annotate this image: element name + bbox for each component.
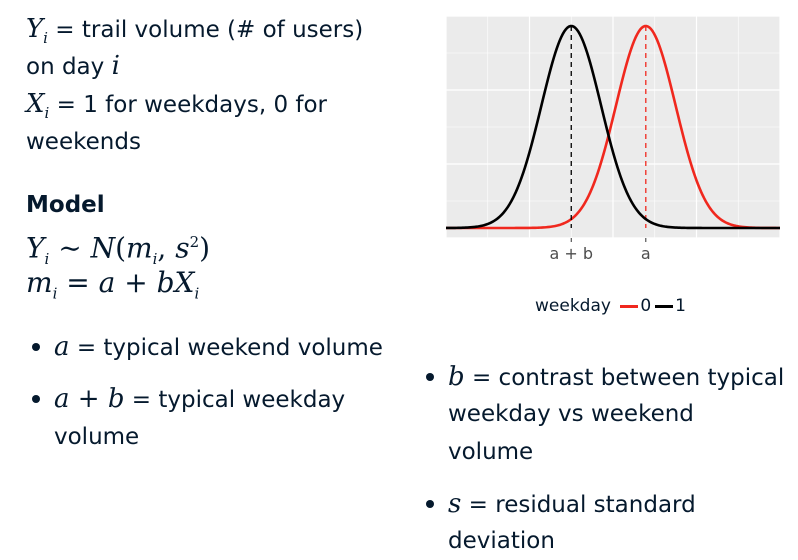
x-tick-label: a — [641, 244, 651, 263]
bullet-a-plus-b-line2: volume — [54, 424, 140, 450]
symbol-a-plus-b: a + b — [54, 384, 125, 414]
bullet-b-line3: volume — [448, 439, 534, 465]
bullet-s-line2: deviation — [448, 528, 555, 554]
model-heading: Model — [26, 192, 105, 218]
symbol-b: b — [448, 362, 465, 392]
chart-legend: weekday 0 1 — [535, 296, 686, 316]
x-definition-text: = 1 for weekdays, 0 for — [49, 92, 328, 118]
bullet-marker — [426, 373, 434, 381]
legend-title: weekday — [535, 296, 611, 316]
y-definition: Yi = trail volume (# of users) — [26, 10, 363, 57]
legend-label-1: 1 — [675, 296, 686, 316]
model-formula-mean: mi = a + bXi — [26, 266, 200, 303]
x-definition-line2: weekends — [26, 129, 141, 155]
x-symbol: Xi — [26, 89, 50, 123]
density-curve-0 — [446, 24, 780, 230]
x-definition: Xi = 1 for weekdays, 0 for — [26, 85, 327, 132]
bullet-marker — [32, 343, 40, 351]
bullet-b-line2: weekday vs weekend — [448, 401, 694, 427]
symbol-a: a — [54, 332, 70, 362]
x-tick-label: a + b — [549, 244, 593, 263]
bullet-s: s = residual standard — [448, 489, 696, 519]
symbol-s: s — [448, 489, 462, 519]
y-symbol: Yi — [26, 14, 48, 48]
day-variable: i — [111, 51, 120, 81]
bullet-marker — [32, 395, 40, 403]
legend-label-0: 0 — [640, 296, 652, 316]
legend-swatch-1 — [655, 304, 674, 308]
bullet-a-plus-b: a + b = typical weekday — [54, 384, 346, 414]
bullet-marker — [426, 500, 434, 508]
legend-swatch-0 — [620, 304, 639, 308]
y-definition-text: = trail volume (# of users) — [47, 17, 364, 43]
model-formula-distribution: Yi ∼ N(mi, s2) — [26, 231, 211, 268]
y-definition-line2: on day i — [26, 51, 120, 81]
density-chart: a + b a — [445, 15, 781, 263]
bullet-a: a = typical weekend volume — [54, 332, 383, 362]
bullet-b: b = contrast between typical — [448, 362, 785, 392]
density-curve-1 — [445, 24, 780, 230]
